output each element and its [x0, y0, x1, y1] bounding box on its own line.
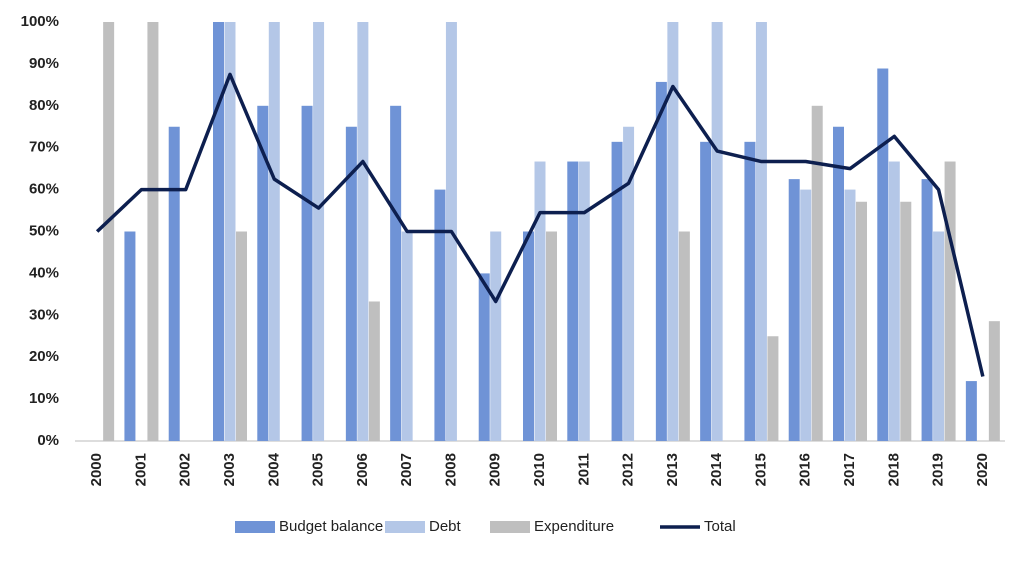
bar — [357, 22, 369, 441]
x-tick-label: 2005 — [310, 453, 327, 486]
legend-swatch — [385, 521, 425, 533]
x-tick-label: 2017 — [841, 453, 858, 486]
x-tick-label: 2007 — [398, 453, 415, 486]
bar — [744, 141, 756, 442]
x-tick-label: 2019 — [930, 453, 947, 486]
bar — [755, 22, 767, 441]
bar — [224, 22, 236, 441]
bar — [546, 231, 557, 441]
x-tick-label: 2006 — [354, 453, 371, 486]
x-tick-label: 2013 — [664, 453, 681, 486]
x-tick-label: 2020 — [974, 453, 991, 486]
legend-label: Budget balance — [279, 518, 383, 535]
bar — [257, 105, 269, 442]
bar — [578, 161, 590, 442]
bar — [655, 81, 667, 442]
bar — [301, 105, 313, 442]
bar — [667, 22, 679, 441]
bar — [678, 231, 690, 441]
legend-label: Debt — [429, 518, 462, 535]
bar — [147, 22, 159, 441]
x-tick-label: 2015 — [752, 453, 769, 486]
line — [95, 72, 985, 377]
bar — [611, 141, 623, 442]
y-tick-label: 50% — [29, 222, 59, 239]
x-tick-label: 2000 — [88, 453, 105, 486]
bar — [833, 126, 844, 441]
bar — [700, 141, 712, 442]
bar — [856, 201, 867, 441]
y-tick-label: 0% — [37, 432, 59, 449]
bar — [965, 381, 977, 441]
bar — [478, 273, 490, 441]
bar — [313, 22, 325, 441]
bar — [944, 161, 956, 442]
x-tick-label: 2001 — [132, 453, 149, 486]
bar — [933, 231, 945, 441]
x-tick-label: 2011 — [575, 453, 592, 486]
bar — [811, 105, 823, 442]
bar — [236, 231, 247, 441]
bar — [767, 336, 779, 441]
bar — [711, 22, 723, 441]
y-tick-label: 10% — [29, 390, 59, 407]
x-tick-label: 2018 — [885, 453, 902, 486]
y-tick-label: 20% — [29, 348, 59, 365]
y-tick-label: 30% — [29, 306, 59, 323]
bar — [490, 231, 502, 441]
bar — [401, 231, 413, 441]
x-tick-label: 2012 — [620, 453, 637, 486]
bar — [345, 126, 357, 441]
y-tick-label: 40% — [29, 264, 59, 281]
y-tick-label: 60% — [29, 181, 59, 198]
bar — [988, 321, 1000, 441]
bar — [390, 105, 402, 442]
legend-label: Expenditure — [534, 518, 614, 535]
bar — [900, 201, 912, 441]
x-tick-label: 2008 — [442, 453, 459, 486]
x-tick-label: 2004 — [265, 452, 282, 486]
bar — [124, 231, 136, 441]
bar — [800, 189, 812, 441]
bar — [844, 189, 856, 441]
bar — [523, 231, 534, 441]
bar — [534, 161, 546, 442]
y-tick-label: 80% — [29, 97, 59, 114]
x-tick-label: 2009 — [487, 453, 504, 486]
bar — [623, 126, 635, 441]
y-tick-label: 70% — [29, 139, 59, 156]
bar — [168, 126, 180, 441]
bar — [877, 68, 889, 441]
legend-label: Total — [704, 518, 736, 535]
x-tick-label: 2014 — [708, 452, 725, 486]
x-tick-label: 2003 — [221, 453, 238, 486]
x-tick-label: 2002 — [177, 453, 194, 486]
bar — [103, 22, 115, 441]
bar — [921, 179, 933, 441]
y-tick-label: 90% — [29, 55, 59, 72]
bar — [788, 179, 800, 441]
bar — [213, 22, 224, 441]
bar — [567, 161, 579, 442]
bar — [434, 189, 446, 441]
bar — [368, 301, 380, 441]
legend-swatch — [235, 521, 275, 533]
legend-swatch — [490, 521, 530, 533]
x-tick-label: 2010 — [531, 453, 548, 486]
y-tick-label: 100% — [21, 13, 59, 30]
bar — [888, 161, 900, 442]
x-tick-label: 2016 — [797, 453, 814, 486]
bar — [268, 22, 280, 441]
